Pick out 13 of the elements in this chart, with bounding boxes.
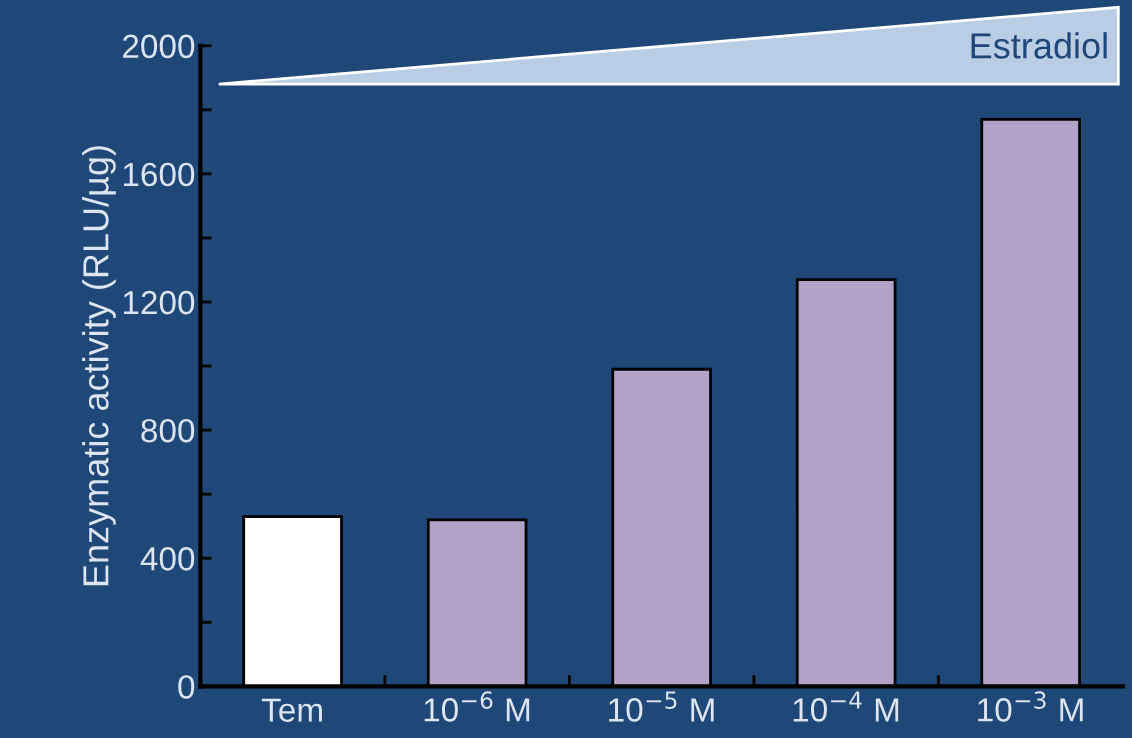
y-tick-label: 800	[141, 418, 195, 443]
annotation: Estradiol	[971, 32, 1107, 59]
x-tick-label: 10$^{−6}$ M	[424, 691, 530, 722]
y-tick-label: 2000	[123, 34, 195, 59]
y-axis-title: Enzymatic activity (RLU/µg)	[82, 146, 116, 586]
y-tick-label: 1600	[123, 162, 195, 187]
y-tick-label: 1200	[123, 290, 195, 315]
x-tick-label: 10$^{−3}$ M	[978, 691, 1083, 722]
y-tick-label: 400	[140, 547, 195, 571]
x-tick-label: Tem	[261, 698, 322, 722]
x-tick-label: 10$^{−5}$ M	[609, 691, 714, 722]
x-tick-label: 10$^{−4}$ M	[793, 691, 899, 722]
y-tick-label: 0	[178, 675, 195, 699]
